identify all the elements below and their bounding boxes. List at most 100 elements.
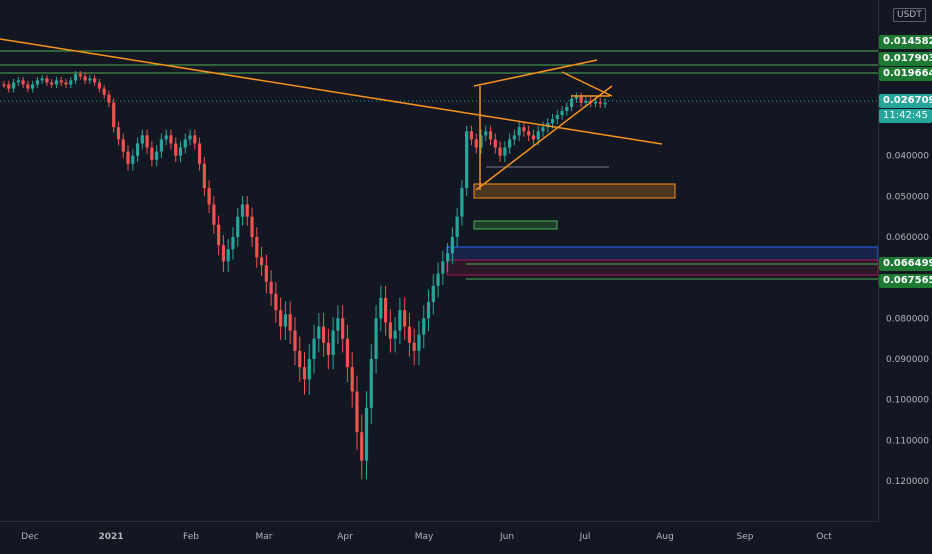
fvg-zone-2 [446,259,879,276]
currency-badge[interactable]: USDT [893,8,926,22]
x-tick-label: Oct [816,532,832,542]
candle-body [250,216,254,237]
x-tick-label: Jul [579,532,591,542]
y-tick-label: 0.100000 [886,396,929,406]
trendline-long [0,38,663,145]
candle-body [350,367,354,392]
candle-body [302,367,307,380]
candle-body [298,350,302,368]
x-tick-label: Sep [737,532,754,542]
candle-body [88,78,92,81]
candle-body [164,135,168,140]
fvg-zone [446,246,879,261]
y-tick-label: 0.090000 [886,355,929,365]
price-label-0.014582: 0.014582 [879,35,932,49]
candle-body [217,224,221,246]
candle-body [579,96,583,103]
y-tick-label: 0.040000 [886,152,929,162]
candle-body [221,245,226,262]
candle-body [336,318,340,331]
candle-body [50,82,54,85]
x-tick-label: Dec [21,532,38,542]
candle-body [422,318,426,335]
candle-body [550,119,555,124]
candle-body [541,127,545,132]
candle-body [16,80,20,83]
candle-body [93,78,97,83]
candle-body [264,265,268,282]
candle-body [45,78,49,83]
candle-body [484,131,488,136]
candle-body [417,334,421,351]
candle-body [31,84,35,89]
candle-body [240,204,245,217]
candle-body [407,326,412,343]
candle-body [412,342,416,351]
candle-body [326,342,330,355]
candle-body [150,147,154,160]
candle-body [531,135,536,140]
candle-body [269,281,273,294]
candle-body [293,330,297,351]
candle-body [288,314,292,331]
candle-body [121,139,125,152]
candle-body [54,80,59,85]
candle-body [126,151,130,164]
x-tick-label: Apr [337,532,353,542]
candle-body [445,253,450,262]
candle-body [212,204,216,225]
candle-body [116,127,121,140]
y-tick-label: 0.080000 [886,314,929,324]
candle-body [436,273,440,286]
x-tick-label: Mar [256,532,273,542]
candle-body [479,135,483,148]
candle-body [183,139,187,148]
candle-body [21,80,25,85]
demand-zone [473,220,558,230]
candle-body [455,216,459,237]
candle-body [145,135,149,148]
candle-body [593,101,598,104]
candle-body [188,135,192,140]
candle-body [169,135,173,144]
candle-body [374,318,378,359]
candle-body [59,80,63,83]
candle-body [522,127,526,132]
candle-body [398,310,402,331]
candle-body [503,147,507,156]
candle-body [155,151,159,160]
candle-body [527,131,531,136]
candle-body [259,257,264,266]
candle-body [312,338,316,359]
x-tick-label: Jun [499,532,514,542]
candle-body [426,302,431,319]
candle-body [231,237,235,250]
candle-body [465,131,469,189]
candle-body [584,100,588,103]
candle-body [331,330,335,355]
candle-body [574,96,578,99]
price-label-0.066499: 0.066499 [879,257,932,271]
candle-body [255,237,259,258]
candle-body [441,261,445,274]
price-label-0.019664: 0.019664 [879,67,932,81]
candle-body [498,147,502,156]
candle-body [107,94,111,103]
y-tick-label: 0.110000 [886,436,929,446]
candle-body [236,216,240,237]
x-tick-label: May [415,532,434,542]
price-label-0.017903: 0.017903 [879,52,932,66]
countdown-label: 11:42:45 [879,109,932,123]
candle-body [131,155,135,164]
candle-body [565,106,569,111]
x-tick-label: Aug [656,532,674,542]
candle-body [97,82,101,89]
candle-body [174,143,178,156]
x-tick-label: 2021 [98,532,123,542]
channel-top [473,59,598,87]
y-tick-label: 0.060000 [886,233,929,243]
candle-body [431,285,435,303]
candle-body [512,135,516,140]
